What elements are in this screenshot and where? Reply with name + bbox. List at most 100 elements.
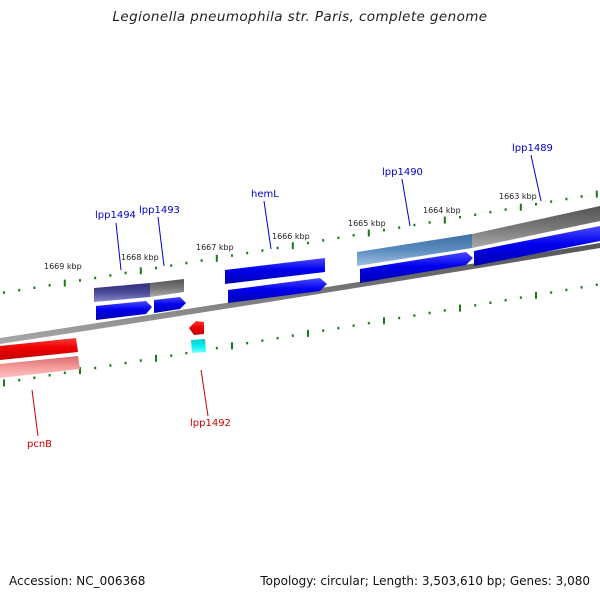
gene-label[interactable]: lpp1490 — [382, 167, 423, 178]
major-tick — [139, 267, 142, 275]
minor-tick — [94, 366, 97, 370]
minor-tick — [580, 195, 583, 198]
major-tick — [79, 367, 81, 375]
minor-tick — [139, 359, 142, 362]
minor-tick — [170, 264, 173, 267]
forward-cds-arrow — [228, 278, 327, 303]
forward-track-segment — [150, 279, 184, 297]
major-tick — [215, 254, 218, 262]
minor-tick — [18, 288, 21, 292]
minor-tick — [383, 228, 385, 232]
reverse-leader-lines — [31, 369, 209, 437]
minor-tick — [215, 346, 218, 350]
tick-label: 1665 kbp — [348, 219, 386, 228]
minor-tick — [504, 299, 507, 302]
minor-tick — [474, 213, 477, 216]
tick-row-outer — [3, 190, 598, 294]
minor-tick — [3, 291, 5, 294]
major-tick — [231, 342, 233, 350]
minor-tick — [565, 197, 568, 201]
major-tick — [3, 379, 5, 387]
tick-label: 1669 kbp — [44, 262, 82, 271]
forward-track-segment — [357, 234, 472, 266]
gene-label[interactable]: lpp1489 — [512, 143, 553, 154]
minor-tick — [595, 283, 598, 286]
minor-tick — [535, 203, 537, 206]
gene-label[interactable]: lpp1492 — [190, 418, 231, 429]
minor-tick — [489, 210, 492, 214]
gene-label[interactable]: lpp1494 — [95, 210, 136, 221]
reverse-cds-bar — [0, 338, 78, 360]
forward-leader-lines — [115, 154, 542, 271]
reverse-track-segment — [191, 339, 206, 353]
minor-tick — [398, 226, 401, 229]
minor-tick — [428, 221, 431, 224]
tick-label: 1666 kbp — [272, 232, 310, 241]
major-tick — [519, 203, 522, 211]
major-tick — [443, 216, 446, 224]
major-tick — [155, 354, 157, 362]
minor-tick — [367, 321, 370, 325]
minor-tick — [291, 334, 294, 337]
minor-tick — [352, 324, 355, 327]
accession-text: Accession: NC_006368 — [9, 574, 146, 588]
tick-label: 1668 kbp — [121, 253, 159, 262]
minor-tick — [413, 314, 416, 317]
map-title: Legionella pneumophila str. Paris, compl… — [112, 9, 488, 25]
minor-tick — [246, 341, 249, 345]
forward-cds-arrow — [154, 297, 186, 313]
forward-cds-arrow — [96, 301, 152, 320]
minor-tick — [63, 371, 66, 375]
minor-tick — [580, 286, 583, 289]
minor-tick — [124, 361, 127, 365]
minor-tick — [261, 339, 264, 342]
major-tick — [459, 304, 461, 312]
gene-label[interactable]: lpp1493 — [139, 205, 180, 216]
minor-tick — [276, 336, 279, 340]
reverse-cds-arrow — [189, 321, 204, 335]
minor-tick — [18, 378, 21, 382]
minor-tick — [155, 266, 157, 270]
gene-label[interactable]: hemL — [251, 189, 279, 200]
minor-tick — [322, 239, 325, 242]
minor-tick — [398, 316, 401, 320]
minor-tick — [337, 236, 340, 240]
tick-label: 1663 kbp — [499, 192, 537, 201]
minor-tick — [48, 284, 51, 287]
minor-tick — [550, 291, 553, 294]
major-tick — [367, 229, 370, 237]
minor-tick — [474, 304, 477, 307]
gene-label[interactable]: pcnB — [27, 439, 52, 450]
major-tick — [63, 279, 66, 287]
minor-tick — [185, 351, 188, 355]
forward-track-segment — [94, 283, 150, 302]
minor-tick — [231, 254, 233, 257]
minor-tick — [322, 329, 325, 332]
minor-tick — [33, 376, 36, 379]
minor-tick — [428, 311, 431, 315]
minor-tick — [48, 374, 51, 377]
minor-tick — [124, 271, 127, 275]
minor-tick — [307, 241, 309, 245]
major-tick — [383, 317, 385, 325]
minor-tick — [459, 216, 461, 219]
minor-tick — [109, 274, 112, 277]
minor-tick — [337, 326, 340, 330]
forward-track-segment — [225, 258, 325, 284]
minor-tick — [170, 354, 173, 357]
minor-tick — [200, 259, 203, 262]
minor-tick — [246, 251, 249, 255]
major-tick — [291, 242, 294, 250]
minor-tick — [504, 208, 507, 211]
minor-tick — [352, 234, 355, 237]
major-tick — [595, 190, 598, 198]
forward-track-segment — [472, 206, 600, 248]
tick-label: 1664 kbp — [423, 206, 461, 215]
minor-tick — [565, 288, 568, 292]
minor-tick — [261, 249, 264, 252]
tick-label: 1667 kbp — [196, 243, 234, 252]
major-tick — [535, 291, 537, 299]
minor-tick — [109, 364, 112, 367]
minor-tick — [413, 223, 416, 227]
